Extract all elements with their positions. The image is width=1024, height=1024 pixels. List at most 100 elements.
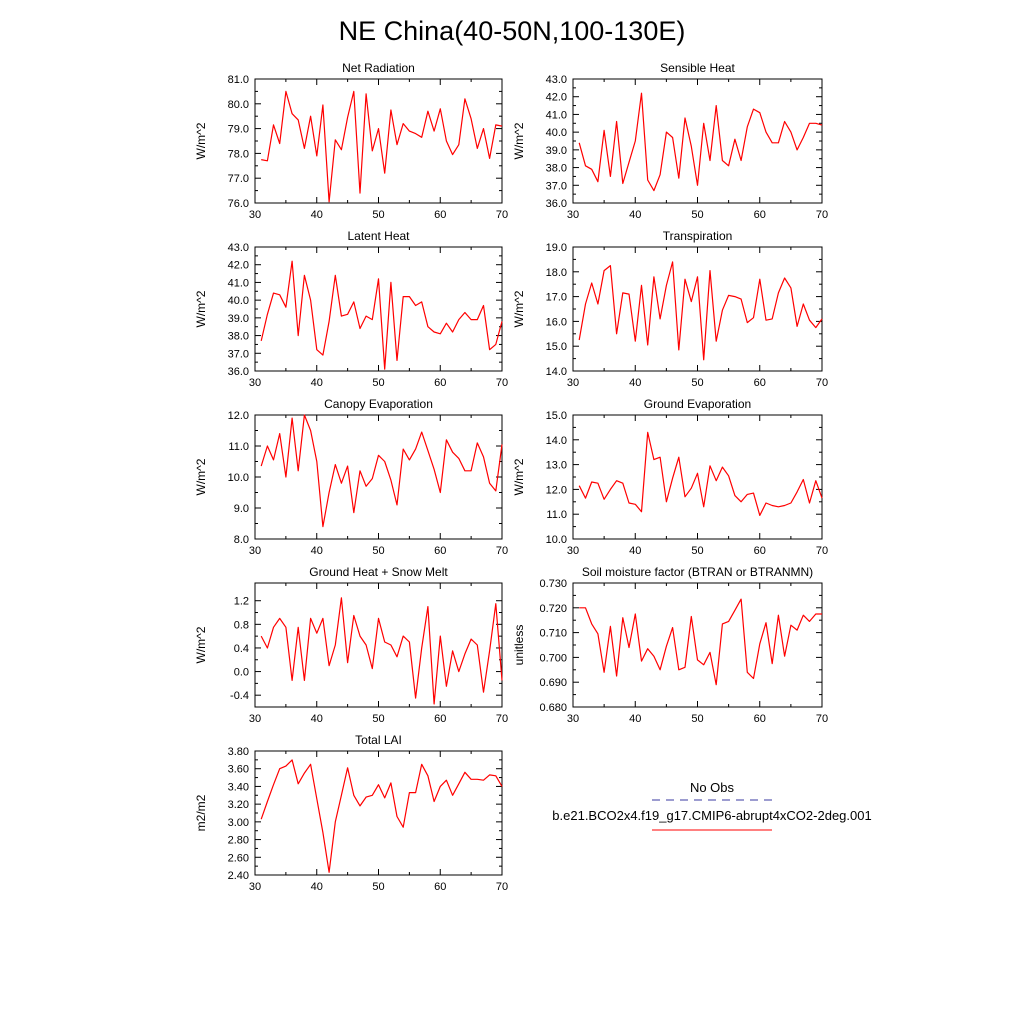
x-tick-label: 40 — [629, 545, 641, 557]
x-tick-label: 70 — [496, 713, 508, 725]
x-tick-label: 30 — [249, 209, 261, 221]
panel-8: Soil moisture factor (BTRAN or BTRANMN) 3… — [512, 565, 828, 725]
y-tick-label: 38.0 — [228, 331, 249, 343]
y-tick-label: 13.0 — [546, 460, 567, 472]
x-tick-label: 70 — [496, 545, 508, 557]
y-tick-label: 2.40 — [228, 870, 249, 882]
panel-1: Net Radiation 30 40 50 60 70 76.0 77.0 78.0 79.0 8… — [194, 61, 508, 221]
y-tick-label: 0.730 — [539, 578, 567, 590]
y-tick-label: 40.0 — [546, 127, 567, 139]
y-tick-label: 41.0 — [546, 109, 567, 121]
panel-9: Total LAI 30 40 50 60 70 2.40 2.60 2.80 3.00 3.20 3… — [194, 733, 508, 893]
x-tick-label: 50 — [372, 545, 384, 557]
series-line — [260, 414, 503, 528]
x-tick-label: 60 — [434, 881, 446, 893]
panel-title: Transpiration — [663, 229, 733, 243]
panel-5: Canopy Evaporation 30 40 50 60 70 8.0 9.0 10.0 11… — [194, 397, 508, 557]
plot-frame — [254, 750, 503, 876]
panel-title: Ground Evaporation — [644, 397, 751, 411]
y-tick-label: 9.0 — [234, 503, 249, 515]
y-tick-label: 38.0 — [546, 163, 567, 175]
y-tick-label: 15.0 — [546, 410, 567, 422]
series-line — [578, 431, 823, 517]
y-axis-label: unitless — [512, 625, 526, 666]
x-tick-label: 30 — [567, 713, 579, 725]
y-tick-label: 11.0 — [228, 441, 249, 453]
legend-label-obs: No Obs — [690, 780, 735, 795]
y-tick-label: 14.0 — [546, 366, 567, 378]
y-tick-label: 80.0 — [228, 99, 249, 111]
y-tick-label: 0.720 — [539, 603, 567, 615]
x-tick-label: 50 — [372, 209, 384, 221]
y-tick-label: 81.0 — [228, 74, 249, 86]
y-tick-label: 10.0 — [228, 472, 249, 484]
x-tick-label: 60 — [754, 713, 766, 725]
y-tick-label: 40.0 — [228, 295, 249, 307]
y-tick-label: 18.0 — [546, 267, 567, 279]
x-tick-label: 40 — [629, 209, 641, 221]
x-tick-label: 40 — [629, 713, 641, 725]
y-tick-label: 19.0 — [546, 242, 567, 254]
panels: Net Radiation 30 40 50 60 70 76.0 77.0 78.0 79.0 8… — [194, 61, 828, 893]
y-axis-label: m2/m2 — [194, 794, 208, 831]
legend-label-model: b.e21.BCO2x4.f19_g17.CMIP6-abrupt4xCO2-2… — [552, 808, 871, 823]
panel-title: Canopy Evaporation — [324, 397, 433, 411]
x-tick-label: 50 — [691, 209, 703, 221]
y-tick-label: 41.0 — [228, 277, 249, 289]
panel-3: Latent Heat 30 40 50 60 70 36.0 37.0 38.0 39.0 40.… — [194, 229, 508, 389]
y-tick-label: 14.0 — [546, 435, 567, 447]
y-tick-label: 0.710 — [539, 628, 567, 640]
x-tick-label: 40 — [311, 713, 323, 725]
panel-title: Total LAI — [355, 733, 402, 747]
y-tick-label: 3.20 — [228, 799, 249, 811]
y-tick-label: 3.60 — [228, 764, 249, 776]
y-tick-label: 11.0 — [546, 509, 567, 521]
x-tick-label: 60 — [754, 377, 766, 389]
series-line — [578, 92, 823, 192]
y-tick-label: 3.00 — [228, 817, 249, 829]
series-line — [260, 260, 503, 370]
x-tick-label: 70 — [816, 713, 828, 725]
x-tick-label: 30 — [249, 881, 261, 893]
legend: No Obs b.e21.BCO2x4.f19_g17.CMIP6-abrupt… — [552, 780, 872, 831]
x-tick-label: 70 — [816, 545, 828, 557]
y-tick-label: 8.0 — [234, 534, 249, 546]
x-tick-label: 60 — [434, 713, 446, 725]
plot-frame — [572, 582, 823, 708]
y-axis-label: W/m^2 — [512, 122, 526, 159]
x-tick-label: 30 — [249, 545, 261, 557]
y-tick-label: 12.0 — [228, 410, 249, 422]
panel-title: Sensible Heat — [660, 61, 735, 75]
y-tick-label: 2.80 — [228, 835, 249, 847]
x-tick-label: 60 — [434, 545, 446, 557]
x-tick-label: 50 — [372, 881, 384, 893]
plot-frame — [254, 78, 503, 204]
y-tick-label: 0.700 — [539, 652, 567, 664]
y-tick-label: 17.0 — [546, 292, 567, 304]
x-tick-label: 40 — [311, 209, 323, 221]
panel-4: Transpiration 30 40 50 60 70 14.0 15.0 16.0 17.0 1… — [512, 229, 828, 389]
x-tick-label: 40 — [311, 377, 323, 389]
x-tick-label: 70 — [816, 377, 828, 389]
x-tick-label: 50 — [372, 377, 384, 389]
y-tick-label: 39.0 — [546, 145, 567, 157]
y-tick-label: 37.0 — [546, 180, 567, 192]
y-tick-label: -0.4 — [230, 690, 249, 702]
x-tick-label: 70 — [496, 209, 508, 221]
x-tick-label: 30 — [567, 377, 579, 389]
y-tick-label: 0.4 — [234, 643, 249, 655]
panel-6: Ground Evaporation 30 40 50 60 70 10.0 11.0 12.0… — [512, 397, 828, 557]
x-tick-label: 50 — [691, 377, 703, 389]
plot-frame — [254, 582, 503, 708]
x-tick-label: 40 — [311, 545, 323, 557]
series-line — [579, 598, 822, 686]
y-tick-label: 0.690 — [539, 677, 567, 689]
y-tick-label: 10.0 — [546, 534, 567, 546]
y-tick-label: 36.0 — [546, 198, 567, 210]
y-tick-label: 15.0 — [546, 341, 567, 353]
x-tick-label: 70 — [816, 209, 828, 221]
panel-2: Sensible Heat 30 40 50 60 70 36.0 37.0 38.0 39.0 4… — [512, 61, 828, 221]
y-tick-label: 37.0 — [228, 348, 249, 360]
y-axis-label: W/m^2 — [194, 290, 208, 327]
y-tick-label: 1.2 — [234, 596, 249, 608]
